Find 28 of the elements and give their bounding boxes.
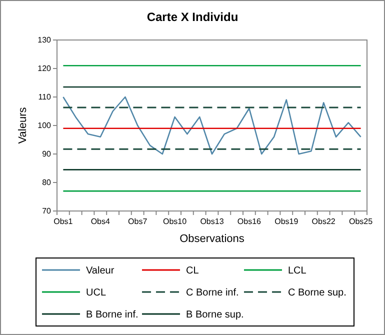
x-tick-label: Obs10 (163, 217, 188, 226)
y-tick-label: 100 (38, 121, 52, 130)
legend-label: C Borne inf. (186, 287, 239, 298)
legend-label: Valeur (86, 265, 115, 276)
x-tick-label: Obs7 (128, 217, 148, 226)
legend-label: C Borne sup. (288, 287, 346, 298)
x-tick-label: Obs1 (54, 217, 74, 226)
y-tick-label: 130 (38, 36, 52, 45)
legend-label: B Borne sup. (186, 309, 244, 320)
y-tick-label: 80 (42, 178, 52, 188)
x-tick-label: Obs16 (237, 217, 262, 226)
legend-label: CL (186, 265, 200, 276)
line-series (62, 96, 362, 155)
x-tick-label: Obs19 (274, 217, 299, 226)
chart-title: Carte X Individu (146, 10, 238, 24)
y-axis-title: Valeurs (17, 106, 29, 144)
y-tick-label: 90 (42, 150, 52, 159)
legend-label: UCL (86, 287, 106, 298)
x-tick-label: Obs25 (349, 217, 374, 226)
y-tick-label: 120 (38, 64, 52, 74)
y-tick-label: 110 (38, 92, 52, 102)
x-tick-label: Obs22 (312, 217, 336, 226)
y-tick-label: 70 (42, 206, 52, 216)
legend-label: B Borne inf. (86, 309, 138, 320)
x-axis-title: Observations (180, 233, 245, 245)
legend-label: LCL (288, 265, 307, 276)
x-tick-label: Obs4 (90, 217, 111, 226)
x-tick-label: Obs13 (200, 217, 224, 226)
